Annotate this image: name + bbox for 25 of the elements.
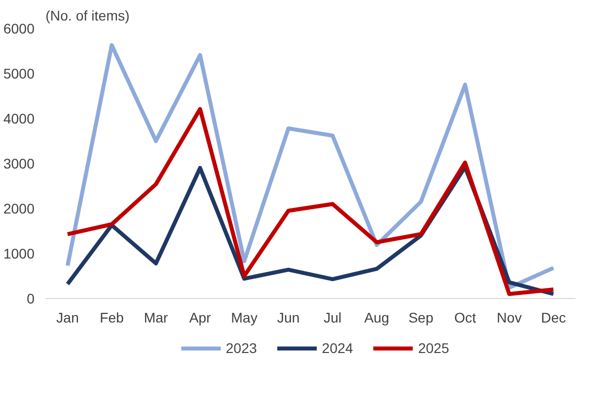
- x-tick-label: Sep: [408, 310, 434, 326]
- y-tick-label: 6000: [3, 20, 35, 36]
- legend-label: 2024: [322, 340, 354, 356]
- y-tick-label: 5000: [3, 66, 35, 82]
- x-tick-label: Oct: [454, 310, 476, 326]
- y-tick-label: 0: [26, 290, 35, 306]
- legend-label: 2023: [226, 340, 257, 356]
- x-tick-label: May: [231, 310, 258, 326]
- x-tick-label: Aug: [364, 310, 390, 326]
- x-tick-label: Nov: [496, 310, 522, 326]
- y-tick-label: 2000: [3, 200, 35, 216]
- x-tick-label: Dec: [540, 310, 566, 326]
- line-series: [66, 107, 556, 296]
- x-tick-label: Feb: [100, 310, 124, 326]
- y-tick-label: 4000: [3, 110, 35, 126]
- x-tick-label: Jul: [324, 310, 342, 326]
- x-tick-label: Apr: [189, 310, 212, 326]
- legend-label: 2025: [418, 340, 450, 356]
- y-axis-title: (No. of items): [46, 8, 130, 24]
- y-tick-label: 1000: [3, 246, 35, 262]
- y-tick-label: 3000: [3, 156, 35, 172]
- x-tick-label: Mar: [144, 310, 168, 326]
- x-tick-label: Jun: [277, 310, 300, 326]
- line-series: [66, 43, 556, 290]
- x-tick-label: Jan: [56, 310, 79, 326]
